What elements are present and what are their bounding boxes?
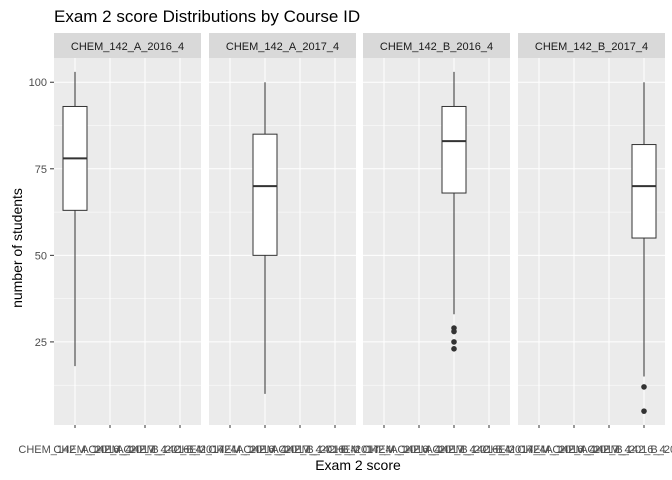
outlier-point xyxy=(451,346,457,352)
panel-background xyxy=(518,58,665,425)
y-tick-label: 50 xyxy=(35,250,47,262)
facet-panel: CHEM_142_B_2017_4CHEM_142_A_2016_4CHEM_1… xyxy=(482,33,672,456)
facet-strip-label: CHEM_142_A_2017_4 xyxy=(226,41,339,53)
facet-panel: CHEM_142_B_2016_4CHEM_142_A_2016_4CHEM_1… xyxy=(327,33,546,456)
x-tick-label: CHEM_142_A_2016_4 xyxy=(18,444,131,456)
x-tick-label: CHEM_142_B_2017_4 xyxy=(587,444,672,456)
outlier-point xyxy=(641,408,647,414)
x-tick-label: CHEM_142_B_2017_4 xyxy=(278,444,391,456)
facet-panel: CHEM_142_A_2017_4CHEM_142_A_2016_4CHEM_1… xyxy=(173,33,392,456)
y-axis: 25 50 75 100 xyxy=(29,77,54,349)
x-tick-label: CHEM_142_B_2016_4 xyxy=(397,444,510,456)
y-tick-label: 25 xyxy=(35,337,47,349)
facet-strip xyxy=(209,33,356,58)
chart-title: Exam 2 score Distributions by Course ID xyxy=(54,7,360,26)
x-tick-label: CHEM_142_A_2017_4 xyxy=(208,444,321,456)
facet-panels: CHEM_142_A_2016_4CHEM_142_A_2016_4CHEM_1… xyxy=(18,33,672,456)
x-tick-label: CHEM_142_B_2016_4 xyxy=(243,444,356,456)
x-tick-label: CHEM_142_A_2017_4 xyxy=(517,444,630,456)
x-tick-label: CHEM_142_A_2016_4 xyxy=(173,444,286,456)
facet-strip-label: CHEM_142_A_2016_4 xyxy=(71,41,184,53)
x-tick-label: CHEM_142_B_2016_4 xyxy=(88,444,201,456)
y-axis-title: number of students xyxy=(9,188,25,308)
x-tick-label: CHEM_142_A_2017_4 xyxy=(53,444,166,456)
y-tick-label: 100 xyxy=(29,77,47,89)
x-tick-label: CHEM_142_B_2017_4 xyxy=(123,444,236,456)
box-iqr xyxy=(441,105,467,194)
facet-strip-label: CHEM_142_B_2016_4 xyxy=(380,41,493,53)
box-iqr xyxy=(252,133,278,256)
panel-background xyxy=(209,58,356,425)
x-axis-title: Exam 2 score xyxy=(315,457,401,473)
facet-strip xyxy=(363,33,510,58)
x-tick-label: CHEM_142_A_2016_4 xyxy=(482,444,595,456)
x-tick-label: CHEM_142_A_2016_4 xyxy=(327,444,440,456)
facet-strip-label: CHEM_142_B_2017_4 xyxy=(535,41,648,53)
facet-strip xyxy=(518,33,665,58)
panel-background xyxy=(363,58,510,425)
outlier-point xyxy=(451,328,457,335)
facet-strip xyxy=(54,33,201,58)
outlier-point xyxy=(451,339,457,345)
facet-panel: CHEM_142_A_2016_4CHEM_142_A_2016_4CHEM_1… xyxy=(18,33,237,456)
outlier-point xyxy=(641,384,647,390)
y-tick-label: 75 xyxy=(35,164,47,176)
x-tick-label: CHEM_142_A_2017_4 xyxy=(362,444,475,456)
x-tick-label: CHEM_142_B_2016_4 xyxy=(552,444,665,456)
x-tick-label: CHEM_142_B_2017_4 xyxy=(432,444,545,456)
box-iqr xyxy=(631,144,657,239)
